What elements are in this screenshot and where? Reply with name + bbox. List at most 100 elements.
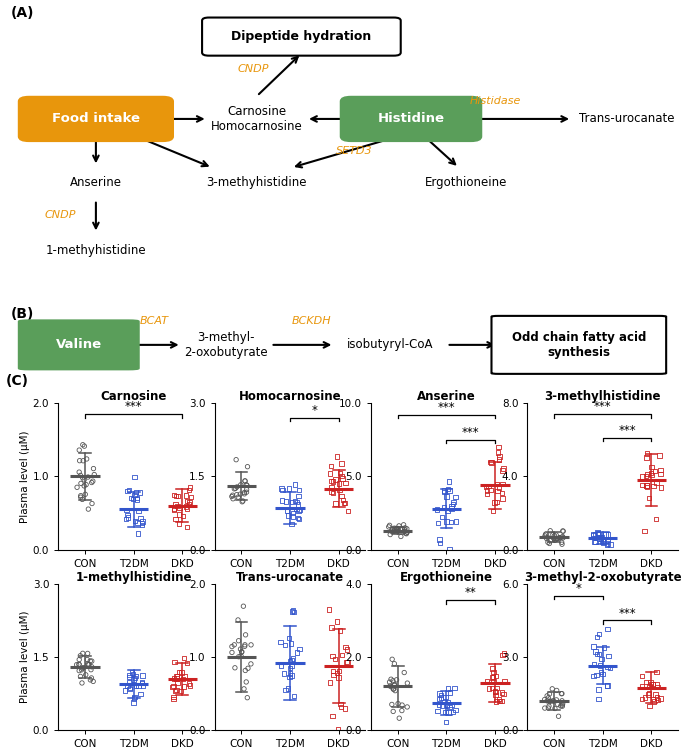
Point bbox=[75, 469, 86, 481]
Point bbox=[388, 683, 399, 695]
Point bbox=[446, 699, 457, 711]
Point bbox=[127, 666, 138, 678]
Title: 3-methyl-2-oxobutyrate: 3-methyl-2-oxobutyrate bbox=[524, 571, 682, 584]
Point bbox=[177, 511, 188, 523]
Point bbox=[74, 658, 85, 670]
Point bbox=[493, 447, 503, 459]
Point bbox=[284, 483, 295, 495]
Point bbox=[649, 465, 660, 477]
Point bbox=[444, 544, 455, 556]
Point bbox=[233, 491, 244, 503]
Point bbox=[556, 700, 566, 712]
Point bbox=[556, 695, 567, 707]
Point bbox=[136, 676, 147, 688]
Point bbox=[551, 684, 562, 697]
Point bbox=[340, 642, 351, 654]
Point bbox=[129, 672, 140, 684]
Point bbox=[481, 480, 492, 492]
Point bbox=[445, 687, 456, 699]
Point bbox=[293, 513, 304, 525]
Point bbox=[651, 678, 662, 691]
Point bbox=[543, 702, 553, 714]
Point bbox=[544, 538, 555, 550]
Point bbox=[286, 605, 297, 617]
Point bbox=[184, 484, 195, 496]
Point bbox=[540, 530, 551, 542]
Text: Trans-urocanate: Trans-urocanate bbox=[579, 112, 674, 126]
Point bbox=[651, 666, 662, 678]
Point bbox=[179, 671, 190, 683]
Point bbox=[181, 489, 192, 501]
Point bbox=[599, 534, 610, 546]
Point bbox=[392, 523, 403, 535]
Text: (A): (A) bbox=[10, 6, 34, 20]
Point bbox=[74, 455, 85, 467]
Point bbox=[292, 498, 303, 511]
Point bbox=[76, 664, 87, 676]
Point bbox=[77, 677, 88, 689]
Point bbox=[74, 444, 85, 456]
Point bbox=[294, 643, 305, 655]
Point bbox=[288, 511, 299, 523]
Point bbox=[239, 640, 250, 652]
Point bbox=[649, 695, 660, 707]
Point bbox=[641, 480, 652, 492]
Point bbox=[167, 681, 178, 693]
Point bbox=[131, 486, 142, 498]
Point bbox=[328, 669, 339, 681]
Point bbox=[589, 535, 600, 547]
Point bbox=[186, 491, 197, 503]
Point bbox=[655, 468, 666, 480]
Text: Food intake: Food intake bbox=[52, 112, 140, 126]
Point bbox=[340, 477, 351, 489]
Point bbox=[485, 484, 496, 496]
Point bbox=[482, 488, 493, 500]
Point bbox=[240, 475, 251, 487]
Point bbox=[588, 658, 599, 670]
Point bbox=[235, 479, 246, 491]
Point bbox=[545, 535, 556, 547]
Point bbox=[182, 495, 192, 508]
Point bbox=[84, 659, 95, 671]
Point bbox=[239, 488, 250, 500]
Point bbox=[646, 469, 657, 481]
Point bbox=[341, 656, 352, 668]
Point bbox=[490, 686, 501, 698]
Point bbox=[387, 523, 398, 535]
Point bbox=[275, 636, 286, 648]
Text: ***: *** bbox=[619, 424, 636, 437]
Point bbox=[640, 676, 651, 688]
Text: ***: *** bbox=[125, 400, 142, 413]
Point bbox=[289, 691, 300, 703]
Point bbox=[86, 498, 97, 510]
Text: Ergothioneine: Ergothioneine bbox=[425, 176, 507, 190]
Point bbox=[443, 696, 453, 708]
Point bbox=[588, 529, 599, 541]
Point bbox=[436, 689, 447, 701]
Point bbox=[286, 669, 297, 681]
Point bbox=[385, 529, 396, 541]
Point bbox=[558, 525, 569, 537]
Point bbox=[326, 481, 337, 493]
Text: SETD3: SETD3 bbox=[336, 146, 372, 156]
Point bbox=[397, 705, 408, 717]
Point bbox=[593, 684, 604, 696]
Point bbox=[327, 710, 338, 722]
Point bbox=[292, 647, 303, 659]
Point bbox=[401, 523, 412, 535]
Point bbox=[386, 681, 397, 693]
Point bbox=[174, 517, 185, 529]
Point bbox=[326, 486, 337, 498]
Point bbox=[241, 479, 252, 491]
Point bbox=[603, 538, 614, 550]
Point bbox=[484, 683, 495, 695]
Point bbox=[184, 678, 195, 690]
Point bbox=[284, 671, 295, 683]
Point bbox=[551, 529, 562, 541]
Point bbox=[543, 536, 553, 548]
Text: Histidase: Histidase bbox=[469, 96, 521, 105]
Point bbox=[384, 520, 395, 532]
Point bbox=[539, 702, 550, 714]
Point bbox=[592, 526, 603, 538]
Point bbox=[443, 483, 453, 495]
